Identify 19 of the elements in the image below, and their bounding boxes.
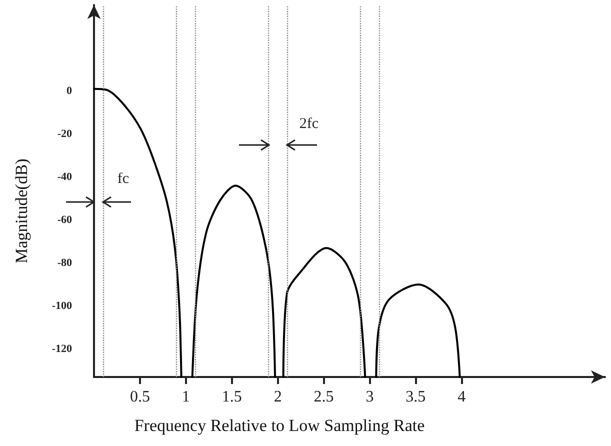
y-tick-label: 0 xyxy=(66,85,72,98)
x-tick-label: 0.5 xyxy=(130,388,150,406)
x-tick-label: 2.5 xyxy=(314,388,334,406)
y-tick-label: -40 xyxy=(57,171,72,184)
x-tick-label: 2 xyxy=(274,388,282,406)
x-tick-label: 1.5 xyxy=(222,388,242,406)
y-tick-label: -20 xyxy=(57,128,72,140)
annotation: fc xyxy=(117,171,130,187)
x-tick-label: 4 xyxy=(458,388,466,406)
y-axis-title: Magnitude(dB) xyxy=(12,158,31,264)
y-tick-label: -60 xyxy=(57,214,72,226)
y-tick-label: -100 xyxy=(52,300,72,312)
x-axis-title: Frequency Relative to Low Sampling Rate xyxy=(134,416,425,435)
annotation: 2fc xyxy=(299,116,319,132)
y-tick-label: -80 xyxy=(57,257,72,270)
x-tick-label: 1 xyxy=(182,388,190,406)
x-tick-label: 3.5 xyxy=(406,388,426,406)
y-tick-label: -120 xyxy=(52,343,72,356)
x-tick-label: 3 xyxy=(366,388,374,406)
